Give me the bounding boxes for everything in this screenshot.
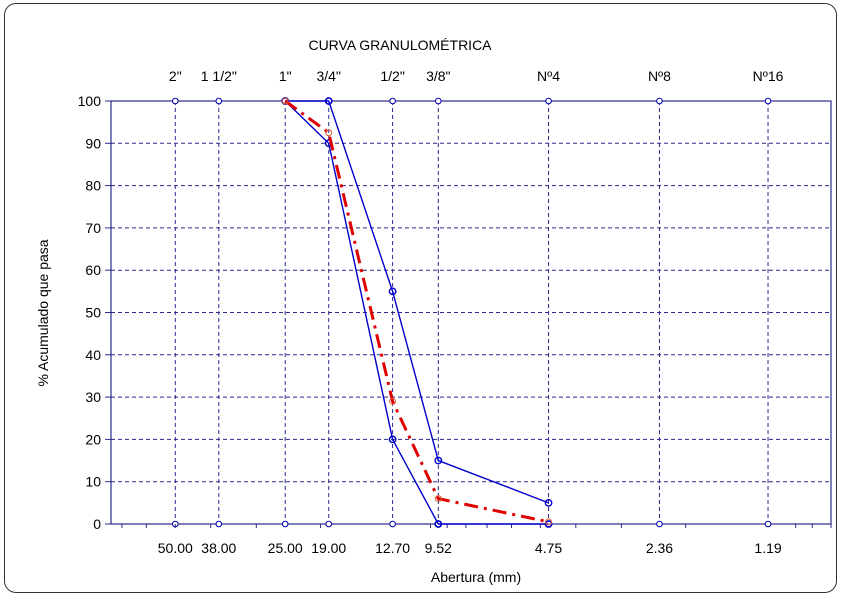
sieve-top-marker	[545, 97, 552, 105]
series-point	[388, 287, 397, 296]
sieve-top-marker	[434, 97, 442, 105]
series-point	[281, 97, 289, 105]
sieve-name-label: Nº16	[753, 68, 784, 84]
sieve-top-marker	[389, 97, 396, 105]
sieve-top-marker	[171, 97, 179, 105]
y-tick-label: 10	[85, 474, 101, 490]
sieve-bottom-marker	[325, 520, 333, 528]
sieve-top-marker	[764, 97, 772, 105]
sieve-top-marker	[656, 97, 663, 105]
y-tick-label: 60	[85, 262, 101, 278]
sieve-name-label: 1"	[279, 68, 292, 84]
sieve-name-label: Nº8	[648, 68, 671, 84]
y-gridlines	[105, 100, 831, 525]
series-point	[324, 97, 333, 105]
sieve-name-label: 3/8"	[426, 68, 450, 84]
sieve-name-label: 1 1/2"	[201, 68, 237, 84]
sieve-bottom-marker	[764, 520, 772, 528]
series-layer	[281, 97, 553, 528]
sieve-opening-label: 9.52	[425, 540, 452, 556]
series-point	[545, 518, 553, 526]
y-tick-label: 30	[85, 389, 101, 405]
sieve-opening-label: 50.00	[158, 540, 193, 556]
y-tick-label: 80	[85, 178, 101, 194]
sieve-bottom-marker	[281, 520, 289, 528]
series-point	[434, 456, 443, 465]
sieve-top-marker	[215, 97, 223, 105]
sieve-opening-label: 12.70	[375, 540, 410, 556]
sieve-opening-label: 1.19	[754, 540, 781, 556]
sieve-opening-label: 2.36	[646, 540, 673, 556]
y-tick-label: 0	[93, 516, 101, 532]
series-point	[325, 129, 333, 137]
series-point	[434, 520, 443, 528]
sieve-bottom-marker	[656, 520, 663, 528]
sieve-name-labels: 2" 1 1/2" 1" 3/4" 1/2" 3/8" Nº4 Nº8 Nº16	[169, 68, 784, 84]
y-tick-label: 100	[78, 93, 102, 109]
y-tick-labels: 0 10 20 30 40 50 60 70 80 90 100	[78, 93, 102, 532]
series-point	[389, 397, 397, 405]
sieve-name-label: 1/2"	[380, 68, 404, 84]
sieve-opening-label: 38.00	[201, 540, 236, 556]
series-point	[544, 498, 553, 507]
y-tick-label: 50	[85, 305, 101, 321]
y-tick-label: 20	[85, 431, 101, 447]
sieve-opening-label: 19.00	[311, 540, 346, 556]
series-point	[434, 495, 442, 503]
series-line	[284, 100, 549, 525]
x-axis-label: Abertura (mm)	[431, 569, 521, 585]
sieve-name-label: 3/4"	[317, 68, 341, 84]
sieve-opening-labels: 50.00 38.00 25.00 19.00 12.70 9.52 4.75 2.36 1.1…	[158, 540, 782, 556]
sieve-name-label: 2"	[169, 68, 182, 84]
sieve-bottom-marker	[215, 520, 223, 528]
series-line	[284, 99, 549, 524]
sieve-name-label: Nº4	[537, 68, 560, 84]
sieve-opening-label: 4.75	[535, 540, 562, 556]
series-point	[388, 435, 397, 444]
y-axis-label: % Acumulado que pasa	[35, 239, 51, 386]
y-tick-label: 70	[85, 220, 101, 236]
sieve-opening-label: 25.00	[268, 540, 303, 556]
y-tick-label: 90	[85, 135, 101, 151]
sieve-bottom-marker	[389, 520, 396, 528]
y-tick-label: 40	[85, 347, 101, 363]
chart-title: CURVA GRANULOMÉTRICA	[308, 37, 492, 53]
series-point	[544, 520, 553, 528]
series-line	[285, 100, 549, 504]
